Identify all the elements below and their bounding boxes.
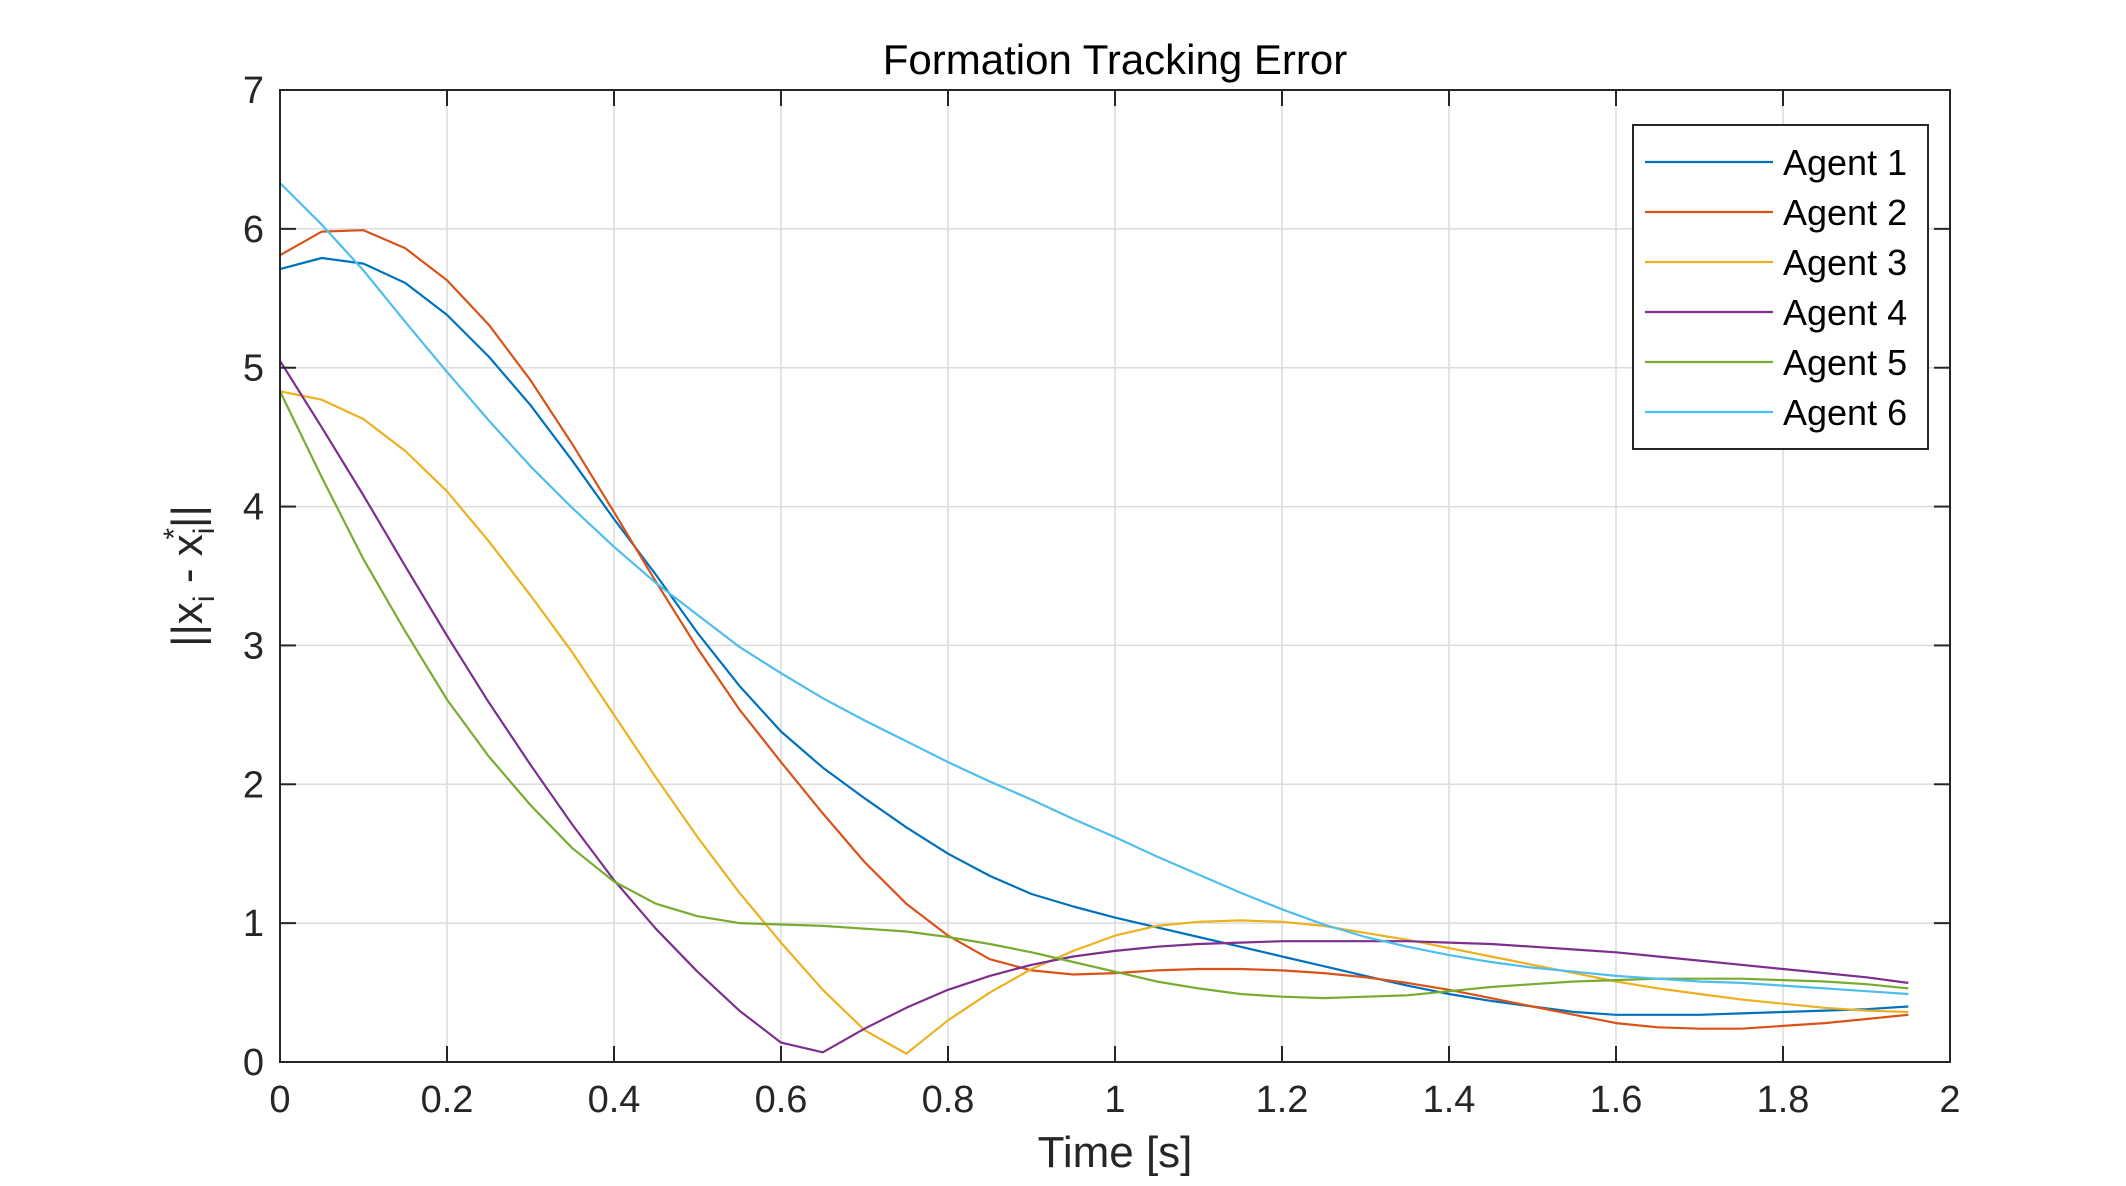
y-tick-label: 5 <box>243 348 264 390</box>
chart-title: Formation Tracking Error <box>883 36 1347 83</box>
y-tick-label: 3 <box>243 625 264 667</box>
x-tick-label: 1.6 <box>1590 1079 1643 1121</box>
y-tick-label: 4 <box>243 487 264 529</box>
x-tick-label: 1.2 <box>1256 1079 1309 1121</box>
legend-label-agent-1: Agent 1 <box>1783 142 1907 183</box>
legend: Agent 1 Agent 2 Agent 3 Agent 4 Agent 5 Agent… <box>1632 124 1929 450</box>
y-tick-label: 7 <box>243 70 264 112</box>
series-line-agent-6 <box>279 182 1909 996</box>
x-tick-label: 1.4 <box>1423 1079 1476 1121</box>
x-tick-label: 0.4 <box>588 1079 641 1121</box>
x-tick-label: 0.6 <box>755 1079 808 1121</box>
x-tick-label: 0.2 <box>421 1079 474 1121</box>
legend-label-agent-5: Agent 5 <box>1783 342 1907 383</box>
legend-label-agent-2: Agent 2 <box>1783 192 1907 233</box>
legend-label-agent-3: Agent 3 <box>1783 242 1907 283</box>
x-tick-label: 0 <box>269 1079 290 1121</box>
x-axis-label: Time [s] <box>1038 1128 1193 1177</box>
series-line-agent-2 <box>279 229 1909 1030</box>
x-tick-label: 1 <box>1104 1079 1125 1121</box>
x-tick-label: 1.8 <box>1757 1079 1810 1121</box>
y-tick-label: 6 <box>243 209 264 251</box>
series-line-agent-4 <box>279 360 1909 1054</box>
series-line-agent-3 <box>279 390 1909 1055</box>
y-tick-label: 0 <box>243 1042 264 1084</box>
legend-label-agent-4: Agent 4 <box>1783 292 1907 333</box>
axis-ticks: 0 0.2 0.4 0.6 0.8 1 1.2 1.4 1.6 1.8 2 0 1 2 3 4 5 6 7 <box>243 70 1961 1121</box>
y-axis-label: ||xi - xi*|| <box>158 505 221 647</box>
y-tick-label: 1 <box>243 903 264 945</box>
series-line-agent-1 <box>279 256 1909 1016</box>
x-tick-label: 0.8 <box>922 1079 975 1121</box>
y-tick-label: 2 <box>243 764 264 806</box>
legend-label-agent-6: Agent 6 <box>1783 392 1907 433</box>
series-line-agent-5 <box>279 390 1909 1000</box>
series-lines <box>279 182 1909 1055</box>
legend-box <box>1632 124 1929 450</box>
x-tick-label: 2 <box>1939 1079 1960 1121</box>
